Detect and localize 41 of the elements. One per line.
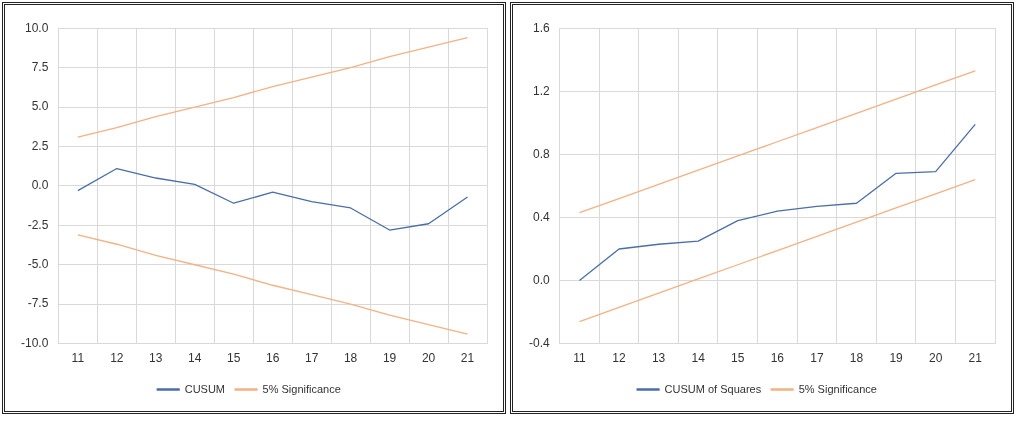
x-tick-label: 15	[227, 351, 241, 366]
x-tick-label: 17	[810, 351, 824, 366]
y-tick-label: 1.2	[532, 83, 550, 98]
y-tick-label: -2.5	[27, 217, 49, 232]
x-tick-label: 14	[188, 351, 202, 366]
y-tick-label: 5.0	[31, 99, 49, 114]
y-tick-label: -0.4	[528, 335, 550, 350]
x-tick-label: 11	[71, 351, 85, 366]
legend-label: 5% Significance	[262, 382, 341, 395]
y-tick-label: 1.6	[532, 20, 550, 35]
legend-label: 5% Significance	[798, 382, 877, 395]
legend-label: CUSUM of Squares	[664, 382, 762, 395]
x-tick-label: 18	[849, 351, 864, 366]
x-tick-label: 12	[612, 351, 627, 366]
y-tick-label: -10.0	[20, 335, 49, 350]
x-tick-label: 17	[304, 351, 319, 366]
y-tick-label: 2.5	[31, 138, 49, 153]
y-tick-label: 0.0	[532, 272, 550, 287]
x-tick-label: 13	[651, 351, 666, 366]
legend-label: CUSUM	[184, 382, 226, 395]
x-tick-label: 18	[343, 351, 358, 366]
y-tick-label: 10.0	[24, 20, 49, 35]
x-tick-label: 16	[266, 351, 280, 366]
y-tick-label: -7.5	[27, 296, 49, 311]
y-tick-label: 0.0	[31, 178, 49, 193]
y-tick-label: -5.0	[27, 257, 49, 272]
x-tick-label: 21	[460, 351, 475, 366]
x-tick-label: 11	[573, 351, 587, 366]
x-tick-label: 14	[691, 351, 706, 366]
x-tick-label: 16	[770, 351, 785, 366]
y-tick-label: 0.8	[532, 146, 550, 161]
x-tick-label: 19	[889, 351, 904, 366]
x-tick-label: 20	[928, 351, 943, 366]
y-tick-label: 0.4	[532, 209, 550, 224]
x-tick-label: 20	[421, 351, 436, 366]
x-tick-label: 21	[968, 351, 983, 366]
y-tick-label: 7.5	[31, 59, 49, 74]
x-tick-label: 12	[110, 351, 124, 366]
x-tick-label: 13	[149, 351, 163, 366]
x-tick-label: 19	[382, 351, 397, 366]
x-tick-label: 15	[731, 351, 745, 366]
